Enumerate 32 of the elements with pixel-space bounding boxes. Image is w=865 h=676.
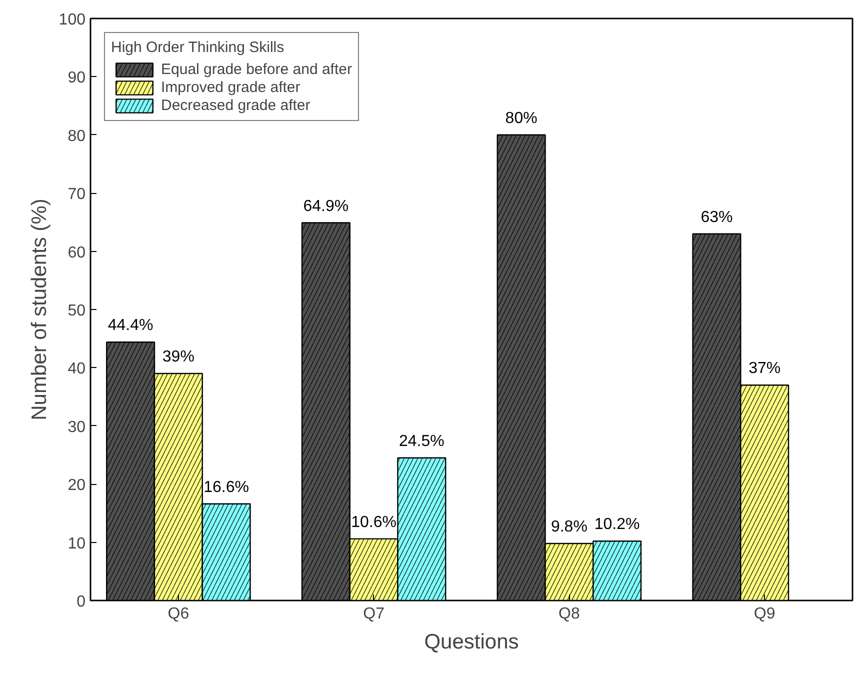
y-tick-label: 20 [68,477,86,494]
x-tick-label: Q7 [363,606,385,622]
legend-label: Equal grade before and after [161,61,352,78]
x-tick-label: Q9 [754,606,776,622]
y-axis-title: Number of students (%) [28,198,51,420]
y-tick-label: 70 [68,186,86,204]
y-tick-label: 30 [68,418,86,436]
data-label: 64.9% [303,198,349,215]
data-label: 80% [505,110,538,127]
y-tick-label: 80 [68,128,86,145]
data-label: 16.6% [204,478,249,496]
legend-label: Decreased grade after [161,97,310,114]
data-label: 39% [162,348,194,366]
y-tick-label: 50 [68,302,86,320]
data-label: 9.8% [550,518,588,536]
data-label: 37% [748,360,781,378]
data-label: 24.5% [398,432,444,450]
x-tick-label: Q8 [558,606,580,622]
y-tick-label: 10 [68,535,86,552]
y-tick-label: 100 [58,12,86,28]
x-axis-title: Questions [424,630,519,654]
legend-title: High Order Thinking Skills [111,39,286,56]
y-tick-label: 40 [68,360,86,378]
legend-label: Improved grade after [161,79,300,96]
data-label: 44.4% [108,317,154,334]
y-tick-label: 60 [68,244,86,262]
y-tick-label: 90 [68,70,86,87]
data-label: 10.2% [594,516,640,534]
data-label: 10.6% [351,514,396,531]
y-tick-label: 0 [76,594,86,610]
x-tick-label: Q6 [168,606,190,622]
data-label: 63% [700,208,733,226]
